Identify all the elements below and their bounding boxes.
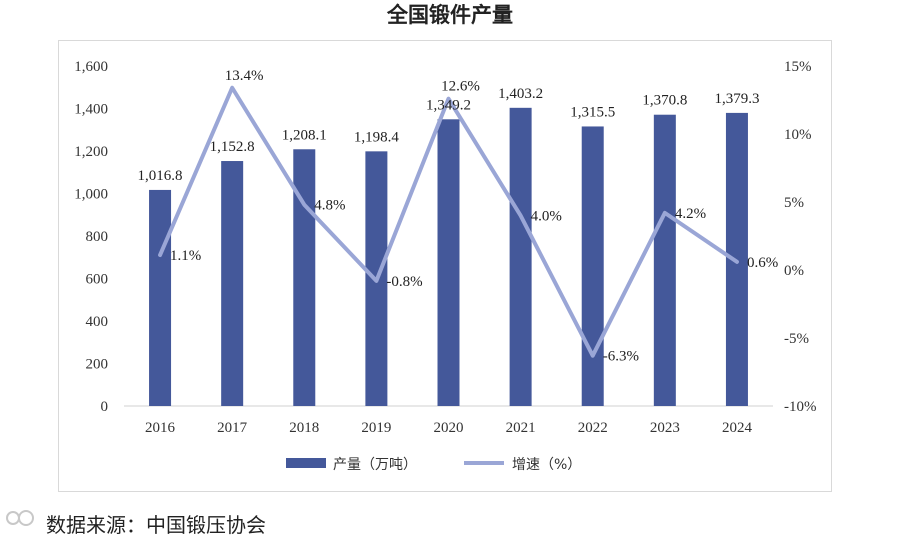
y-left-tick-label: 0 xyxy=(101,399,109,415)
y-right-tick-label: -10% xyxy=(784,399,817,415)
bar xyxy=(293,149,316,406)
line-data-label: 4.8% xyxy=(314,198,345,214)
line-data-label: 12.6% xyxy=(441,79,480,95)
bar-data-label: 1,152.8 xyxy=(210,139,255,155)
bar-data-label: 1,315.5 xyxy=(570,104,615,120)
bar-data-label: 1,208.1 xyxy=(282,127,327,143)
x-tick-label: 2020 xyxy=(434,420,464,436)
bar xyxy=(221,161,244,406)
y-left-tick-label: 200 xyxy=(86,357,109,373)
x-tick-label: 2019 xyxy=(361,420,391,436)
y-left-tick-label: 1,600 xyxy=(74,59,108,75)
legend-label-production: 产量（万吨） xyxy=(333,457,417,473)
y-left-tick-label: 1,000 xyxy=(74,187,108,203)
watermark-logo-icon xyxy=(6,510,34,526)
bar-data-label: 1,379.3 xyxy=(714,91,759,107)
line-data-label: 4.0% xyxy=(531,209,562,225)
line-data-label: 0.6% xyxy=(747,255,778,271)
line-data-label: -6.3% xyxy=(603,349,639,365)
chart-title: 全国锻件产量 xyxy=(387,3,513,27)
bar-data-label: 1,198.4 xyxy=(354,129,400,145)
bar-data-label: 1,349.2 xyxy=(426,97,471,113)
legend-label-growth: 增速（%） xyxy=(512,457,581,473)
bar-data-label: 1,403.2 xyxy=(498,86,543,102)
y-right-tick-label: 10% xyxy=(784,127,812,143)
y-right-tick-label: -5% xyxy=(784,331,809,347)
bar xyxy=(149,189,172,406)
bar-data-label: 1,370.8 xyxy=(642,93,687,109)
line-data-label: 13.4% xyxy=(225,68,264,84)
y-left-tick-label: 400 xyxy=(86,314,109,330)
bar xyxy=(581,126,604,407)
bar-data-label: 1,016.8 xyxy=(138,168,183,184)
y-left-tick-label: 1,200 xyxy=(74,144,108,160)
y-left-tick-label: 800 xyxy=(86,229,109,245)
legend-swatch-production xyxy=(286,458,326,468)
bar xyxy=(653,114,676,406)
bar xyxy=(509,107,532,406)
y-right-tick-label: 0% xyxy=(784,263,804,279)
x-tick-label: 2022 xyxy=(578,420,608,436)
x-tick-label: 2024 xyxy=(722,420,753,436)
line-data-label: -0.8% xyxy=(386,274,422,290)
line-data-label: 1.1% xyxy=(170,248,201,264)
line-data-label: 4.2% xyxy=(675,206,706,222)
chart-frame xyxy=(58,40,832,492)
x-tick-label: 2016 xyxy=(145,420,176,436)
y-left-tick-label: 1,400 xyxy=(74,102,108,118)
growth-line xyxy=(158,85,739,358)
x-tick-label: 2023 xyxy=(650,420,680,436)
y-right-tick-label: 15% xyxy=(784,59,812,75)
y-left-tick-label: 600 xyxy=(86,272,109,288)
x-tick-label: 2017 xyxy=(217,420,248,436)
bar xyxy=(437,119,460,407)
y-right-tick-label: 5% xyxy=(784,195,804,211)
x-tick-label: 2018 xyxy=(289,420,319,436)
x-tick-label: 2021 xyxy=(506,420,536,436)
data-source-note: 数据来源：中国锻压协会 xyxy=(46,513,266,537)
